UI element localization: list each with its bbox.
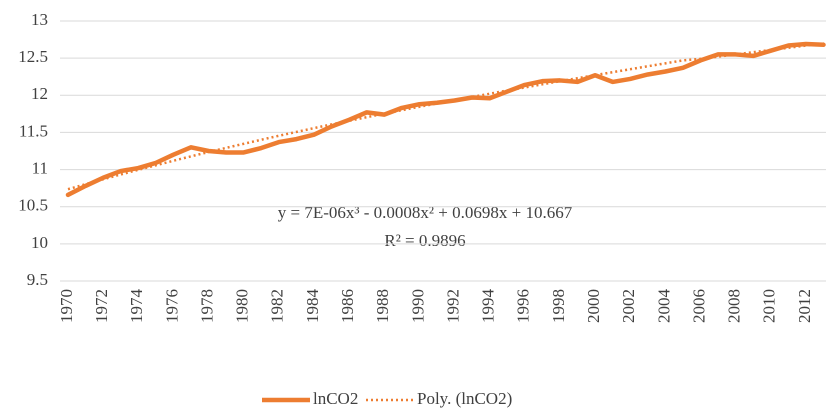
y-tick-label: 12.5 [18, 47, 48, 66]
x-tick-label: 2002 [619, 289, 638, 323]
x-tick-label: 1988 [373, 289, 392, 323]
x-tick-label: 1994 [479, 289, 498, 324]
x-tick-label: 2000 [584, 289, 603, 323]
x-tick-label: 2004 [654, 289, 673, 324]
legend-label: lnCO2 [313, 389, 358, 408]
x-tick-label: 2006 [689, 289, 708, 323]
x-tick-label: 2008 [725, 289, 744, 323]
x-tick-label: 2012 [795, 289, 814, 323]
x-tick-label: 1978 [197, 289, 216, 323]
x-tick-label: 1996 [514, 289, 533, 323]
x-tick-label: 1998 [549, 289, 568, 323]
y-tick-label: 11.5 [19, 121, 48, 140]
x-tick-label: 1972 [92, 289, 111, 323]
series-line [65, 41, 826, 198]
x-tick-label: 1986 [338, 289, 357, 323]
x-tick-label: 1976 [162, 289, 181, 323]
x-tick-label: 1990 [408, 289, 427, 323]
legend-label: Poly. (lnCO2) [417, 389, 512, 408]
x-tick-label: 2010 [760, 289, 779, 323]
x-tick-label: 1970 [57, 289, 76, 323]
y-tick-label: 12 [31, 84, 48, 103]
x-tick-label: 1992 [443, 289, 462, 323]
x-tick-label: 1974 [127, 289, 146, 324]
trendline-equation: y = 7E-06x³ - 0.0008x² + 0.0698x + 10.66… [278, 203, 573, 222]
r-squared: R² = 0.9896 [384, 231, 465, 250]
y-tick-label: 13 [31, 10, 48, 29]
x-tick-label: 1984 [303, 289, 322, 324]
y-tick-label: 10 [31, 233, 48, 252]
x-tick-label: 1982 [268, 289, 287, 323]
series-line [67, 42, 824, 191]
y-tick-label: 10.5 [18, 196, 48, 215]
y-tick-label: 11 [32, 158, 48, 177]
x-tick-label: 1980 [233, 289, 252, 323]
y-tick-label: 9.5 [27, 270, 48, 289]
